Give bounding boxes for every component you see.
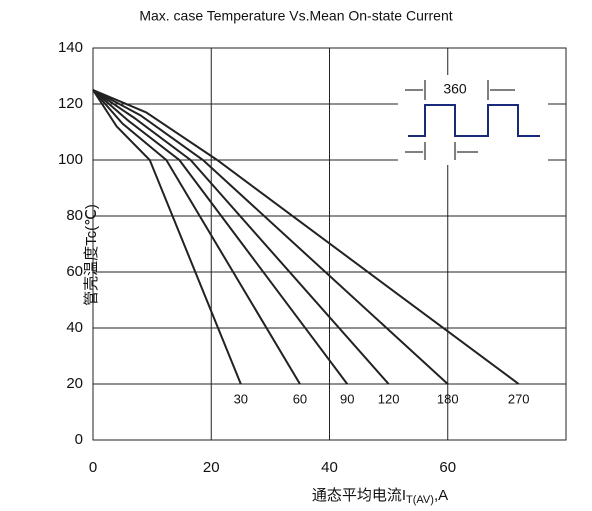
y-tick-label: 20 [66, 375, 83, 392]
y-tick-label: 100 [58, 151, 83, 168]
series-label: 270 [508, 391, 530, 406]
chart-title: Max. case Temperature Vs.Mean On-state C… [139, 8, 452, 24]
series-label: 90 [340, 391, 354, 406]
x-label-sub: T(AV) [406, 494, 434, 506]
series-line [92, 89, 449, 385]
y-tick-label: 0 [75, 431, 83, 448]
x-tick-label: 20 [203, 459, 220, 476]
x-label-main: 通态平均电流I [312, 487, 406, 504]
y-tick-label: 140 [58, 39, 83, 56]
y-tick-label: 120 [58, 95, 83, 112]
series-line [92, 89, 301, 385]
x-tick-label: 60 [439, 459, 456, 476]
waveform [408, 104, 540, 137]
series-label: 30 [234, 391, 248, 406]
inset-label: 360 [443, 81, 467, 97]
x-axis-label: 通态平均电流IT(AV),A [312, 487, 448, 506]
series-label: 60 [293, 391, 307, 406]
y-axis-label: 管壳温度Tc(℃) [83, 204, 100, 306]
y-tick-label: 80 [66, 207, 83, 224]
x-tick-label: 0 [89, 459, 97, 476]
y-tick-label: 40 [66, 319, 83, 336]
series-line [92, 89, 349, 385]
y-tick-label: 60 [66, 263, 83, 280]
series-line [92, 89, 390, 385]
series-label: 120 [378, 391, 400, 406]
series-line [92, 89, 242, 385]
x-label-suffix: ,A [434, 487, 448, 504]
series-line [92, 89, 520, 385]
waveform-inset: 360 [398, 75, 548, 165]
x-tick-label: 40 [321, 459, 338, 476]
series-label: 180 [437, 391, 459, 406]
